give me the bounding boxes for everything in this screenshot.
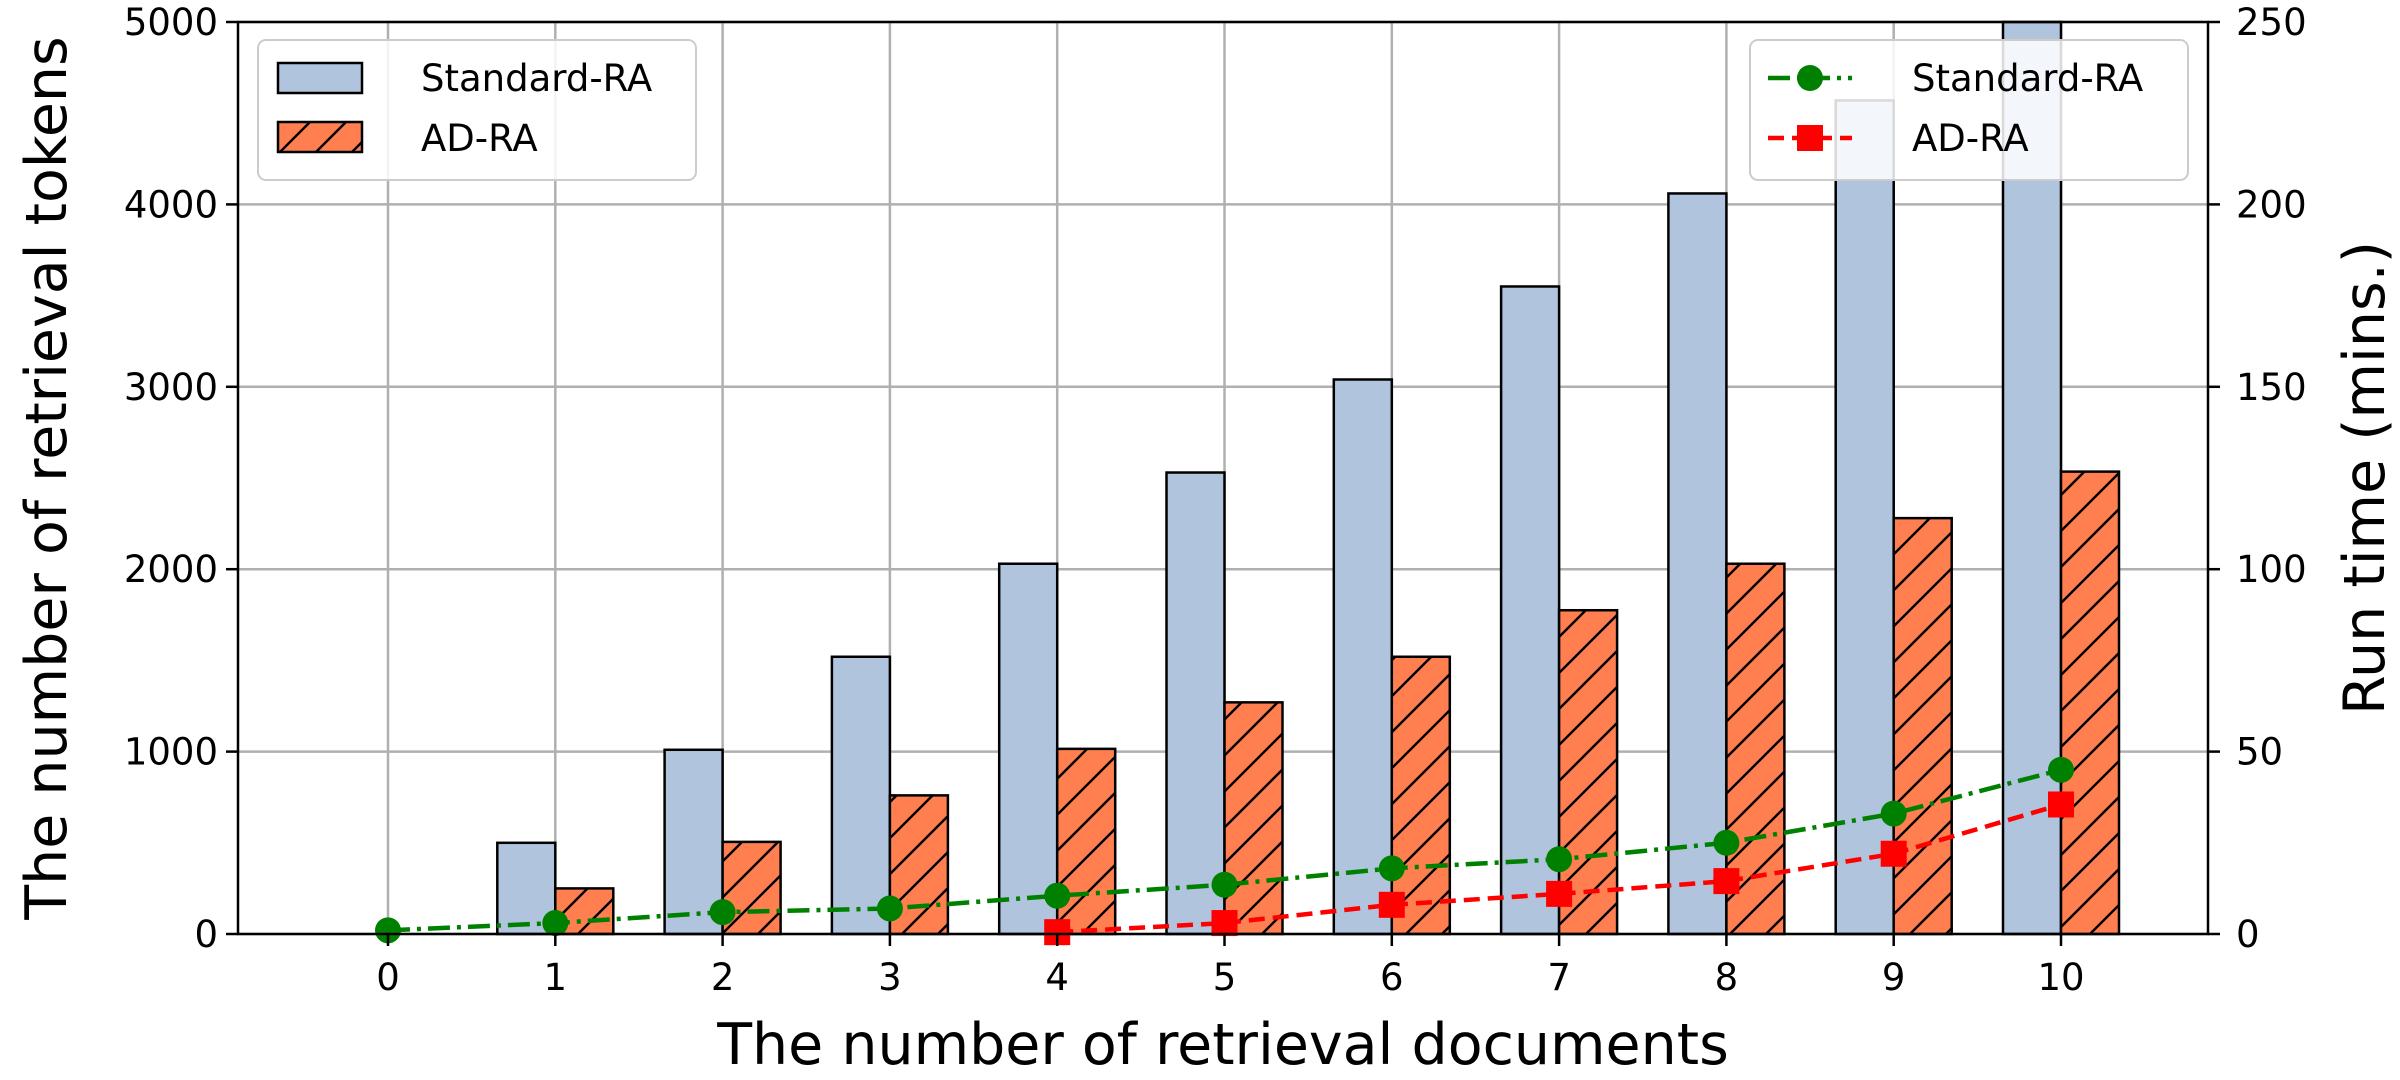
bar-standard-ra (1834, 99, 1895, 936)
x-tick-label: 7 (1547, 956, 1571, 999)
point-ad-ra (1211, 910, 1238, 937)
y-tick-label-right: 0 (2236, 913, 2260, 956)
x-tick-label: 6 (1380, 956, 1404, 999)
legend-label-standard-ra-bar: Standard-RA (421, 57, 652, 100)
legend-marker-ad-ra (1797, 125, 1823, 151)
y-axis-title-right: Run time (mins.) (2332, 241, 2398, 715)
legend-label-standard-ra-line: Standard-RA (1912, 57, 2143, 100)
plot-frame (236, 20, 2210, 936)
bar-ad-ra (1223, 701, 1284, 936)
point-ad-ra (1546, 880, 1573, 907)
y-tick-label-right: 50 (2236, 731, 2283, 774)
ticks-layer: 0 1 2 3 4 5 6 7 8 9 100100020003000400050000501001… (124, 1, 2307, 999)
y-tick-label-left: 4000 (124, 183, 218, 226)
bar-standard-ra (997, 562, 1059, 936)
legend-label-ad-ra-bar: AD-RA (421, 117, 538, 160)
y-tick-label-right: 250 (2236, 1, 2307, 44)
point-standard-ra (709, 899, 736, 926)
x-tick-label: 10 (2037, 956, 2084, 999)
x-tick-label: 1 (544, 956, 568, 999)
bar-ad-ra (2059, 470, 2121, 936)
lines-layer (375, 756, 2074, 946)
y-tick-label-left: 0 (194, 913, 218, 956)
bar-ad-ra (1390, 655, 1452, 936)
bar-ad-ra (1055, 747, 1117, 936)
legend-marker-standard-ra (1797, 65, 1823, 91)
legend-swatch-ad-ra-bar (276, 120, 364, 154)
y-tick-label-left: 5000 (124, 1, 218, 44)
point-standard-ra (1880, 800, 1907, 827)
legend-lines: Standard-RA AD-RA (1749, 39, 2189, 181)
point-standard-ra (1211, 871, 1238, 898)
y-tick-label-right: 100 (2236, 548, 2307, 591)
y-axis-title-left: The number of retrieval tokens (14, 36, 80, 920)
bar-standard-ra (830, 655, 892, 936)
bar-ad-ra (1892, 516, 1953, 936)
point-standard-ra (876, 895, 903, 922)
y-tick-label-left: 1000 (124, 731, 218, 774)
x-tick-label: 4 (1045, 956, 1069, 999)
bar-standard-ra (1667, 192, 1728, 936)
x-tick-label: 9 (1882, 956, 1906, 999)
x-tick-label: 0 (376, 956, 400, 999)
point-standard-ra (1546, 846, 1573, 873)
y-tick-label-left: 2000 (124, 548, 218, 591)
point-standard-ra (542, 910, 569, 937)
point-ad-ra (1713, 868, 1740, 895)
point-ad-ra (2048, 791, 2074, 818)
x-tick-label: 3 (878, 956, 902, 999)
bar-standard-ra (1499, 285, 1561, 936)
legend-bars: Standard-RA AD-RA (257, 39, 697, 181)
point-standard-ra (375, 917, 401, 944)
x-tick-label: 5 (1213, 956, 1237, 999)
y-tick-label-left: 3000 (124, 366, 218, 409)
y-tick-label-right: 200 (2236, 183, 2307, 226)
bar-standard-ra (1332, 378, 1394, 936)
legend-label-ad-ra-line: AD-RA (1912, 117, 2029, 160)
point-standard-ra (1044, 882, 1071, 909)
legend-swatch-standard-ra-bar (276, 61, 364, 95)
y-tick-label-right: 150 (2236, 366, 2307, 409)
x-axis-title: The number of retrieval documents (716, 1012, 1729, 1078)
point-ad-ra (1378, 891, 1405, 918)
point-standard-ra (1378, 855, 1405, 882)
point-standard-ra (2048, 756, 2074, 783)
x-tick-label: 2 (711, 956, 735, 999)
x-tick-label: 8 (1715, 956, 1739, 999)
legend-lines-frame (1749, 39, 2189, 181)
bar-standard-ra (1165, 471, 1226, 936)
point-standard-ra (1713, 829, 1740, 856)
point-ad-ra (1880, 840, 1907, 867)
legend-bars-frame (257, 39, 697, 181)
bar-ad-ra (1557, 608, 1619, 936)
